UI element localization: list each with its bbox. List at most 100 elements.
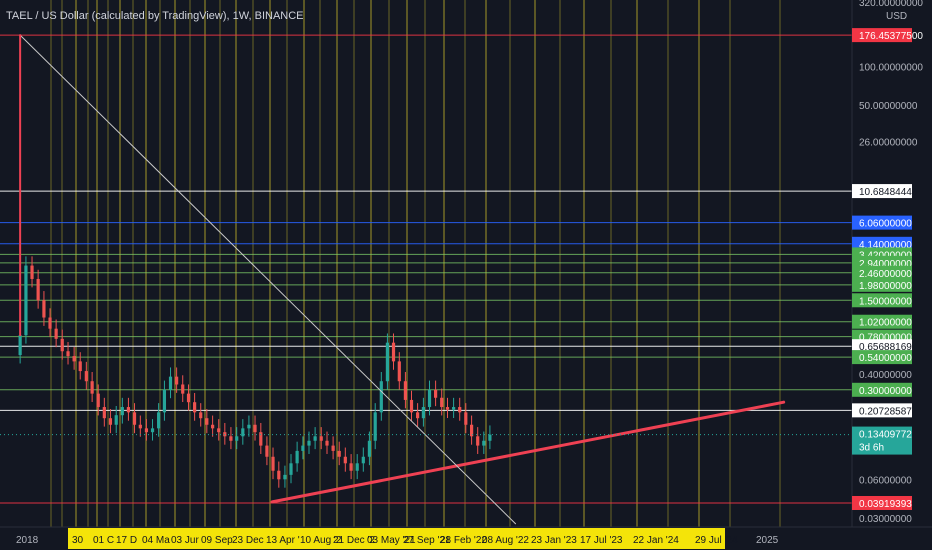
y-tick-label: 0.06000000 <box>859 475 912 486</box>
candle-body <box>379 381 383 413</box>
price-level-label: 1.50000000 <box>859 296 912 307</box>
x-tick-label: 29 Jul '24 <box>695 535 738 546</box>
x-tick-label: 17 D <box>116 535 137 546</box>
trend-lines[interactable] <box>19 34 786 525</box>
candle-body <box>54 328 58 339</box>
candle-body <box>319 436 323 441</box>
candle-body <box>168 376 173 390</box>
x-tick-label: 09 Sep <box>201 535 233 546</box>
price-level-label-background <box>852 184 912 199</box>
candle-body <box>403 381 408 400</box>
candle-body <box>108 418 113 425</box>
currency-label: USD <box>886 11 907 22</box>
candle-body <box>265 445 269 457</box>
candle-body <box>409 399 414 413</box>
price-level-label: 0.03919393 <box>859 499 912 510</box>
candle-body <box>349 463 353 471</box>
x-tick-label: 23 Jan '23 <box>531 535 577 546</box>
y-tick-label: 0.03000000 <box>859 514 912 525</box>
candle-body <box>217 428 221 433</box>
last-price-label: 0.13409772 <box>859 430 912 441</box>
candle-body <box>289 463 293 475</box>
candle-body <box>397 361 401 382</box>
x-tick-label: 30 <box>72 535 84 546</box>
candle-body <box>138 424 142 429</box>
price-level-label: 0.30000000 <box>859 386 912 397</box>
price-level-label: 1.98000000 <box>859 281 912 292</box>
price-level-label-background <box>852 293 912 308</box>
vertical-grid-lines <box>50 0 781 527</box>
candle-body <box>331 445 335 451</box>
x-tick-label: 27 Sep '21 <box>403 535 451 546</box>
candle-body <box>253 424 257 433</box>
candle-body <box>157 412 161 429</box>
countdown-label: 3d 6h <box>859 443 884 454</box>
x-tick-label: 2018 <box>16 535 39 546</box>
horizontal-price-levels <box>0 34 852 504</box>
price-level-label: 176.45377500 <box>859 31 923 42</box>
candle-body <box>102 407 106 419</box>
candle-body <box>283 474 287 480</box>
candle-body <box>458 407 462 413</box>
price-level-label-background <box>852 382 912 397</box>
x-tick-label: 23 Dec <box>232 535 264 546</box>
x-tick-label: 03 Jur <box>171 535 199 546</box>
price-level-label: 2.94000000 <box>859 259 912 270</box>
price-level-label-background <box>852 339 912 354</box>
candle-body <box>470 424 474 437</box>
price-level-label: 0.54000000 <box>859 353 912 364</box>
price-level-label-background <box>852 236 912 251</box>
y-tick-label: 100.00000000 <box>859 63 923 74</box>
candle-body <box>96 393 100 408</box>
candle-body <box>150 428 155 433</box>
price-level-label-background <box>852 403 912 418</box>
price-level-label-background <box>852 215 912 230</box>
candle-body <box>440 397 444 408</box>
candle-body <box>186 393 191 403</box>
candle-body <box>132 412 137 425</box>
candle-body <box>295 450 299 464</box>
price-level-label-background <box>852 314 912 329</box>
diagonal-line <box>19 34 517 525</box>
time-axis[interactable]: 2018 30 01 C 17 D 04 Ma 03 Jur 09 Sep 23 Dec 13 … <box>0 526 932 550</box>
x-tick-label: 13 Apr ' <box>266 535 300 546</box>
price-level-label-background <box>852 28 912 43</box>
candle-body <box>144 428 149 433</box>
candle-body <box>247 424 251 429</box>
candle-body <box>476 436 480 446</box>
candle-body <box>120 407 124 416</box>
candle-body <box>72 356 76 362</box>
candle-body <box>175 376 179 385</box>
price-level-label-background <box>852 277 912 292</box>
candle-body <box>114 415 118 425</box>
candle-body <box>271 456 275 471</box>
candle-body <box>193 402 197 413</box>
candle-body <box>24 265 28 336</box>
candle-body <box>78 361 82 372</box>
candlestick-series <box>18 256 492 488</box>
y-tick-label: 50.00000000 <box>859 101 918 112</box>
price-axis[interactable]: 320.00000000 100.00000000 50.00000000 26.00… <box>851 0 932 527</box>
candle-body <box>84 371 88 382</box>
price-level-label-background <box>852 495 912 510</box>
candle-body <box>373 412 377 441</box>
candle-body <box>18 335 22 356</box>
candle-body <box>229 436 233 441</box>
last-price-badge <box>852 426 912 455</box>
price-level-label: 0.20728587 <box>859 406 912 417</box>
x-tick-label: 22 Jan '24 <box>633 535 679 546</box>
candle-body <box>391 342 396 362</box>
price-level-label: 0.78000000 <box>859 333 912 344</box>
x-tick-label: 17 Jul '23 <box>580 535 623 546</box>
x-tick-label: 2025 <box>756 535 779 546</box>
candle-body <box>367 440 372 457</box>
x-tick-label: 21 Dec '2 <box>333 535 375 546</box>
price-level-label: 10.68484449 <box>859 187 918 198</box>
candle-body <box>385 342 390 382</box>
candle-body <box>277 470 281 480</box>
chart-title: TAEL / US Dollar (calculated by TradingV… <box>6 10 304 22</box>
candle-body <box>259 432 263 446</box>
y-tick-label: 320.00000000 <box>859 0 923 9</box>
candle-body <box>211 424 215 429</box>
